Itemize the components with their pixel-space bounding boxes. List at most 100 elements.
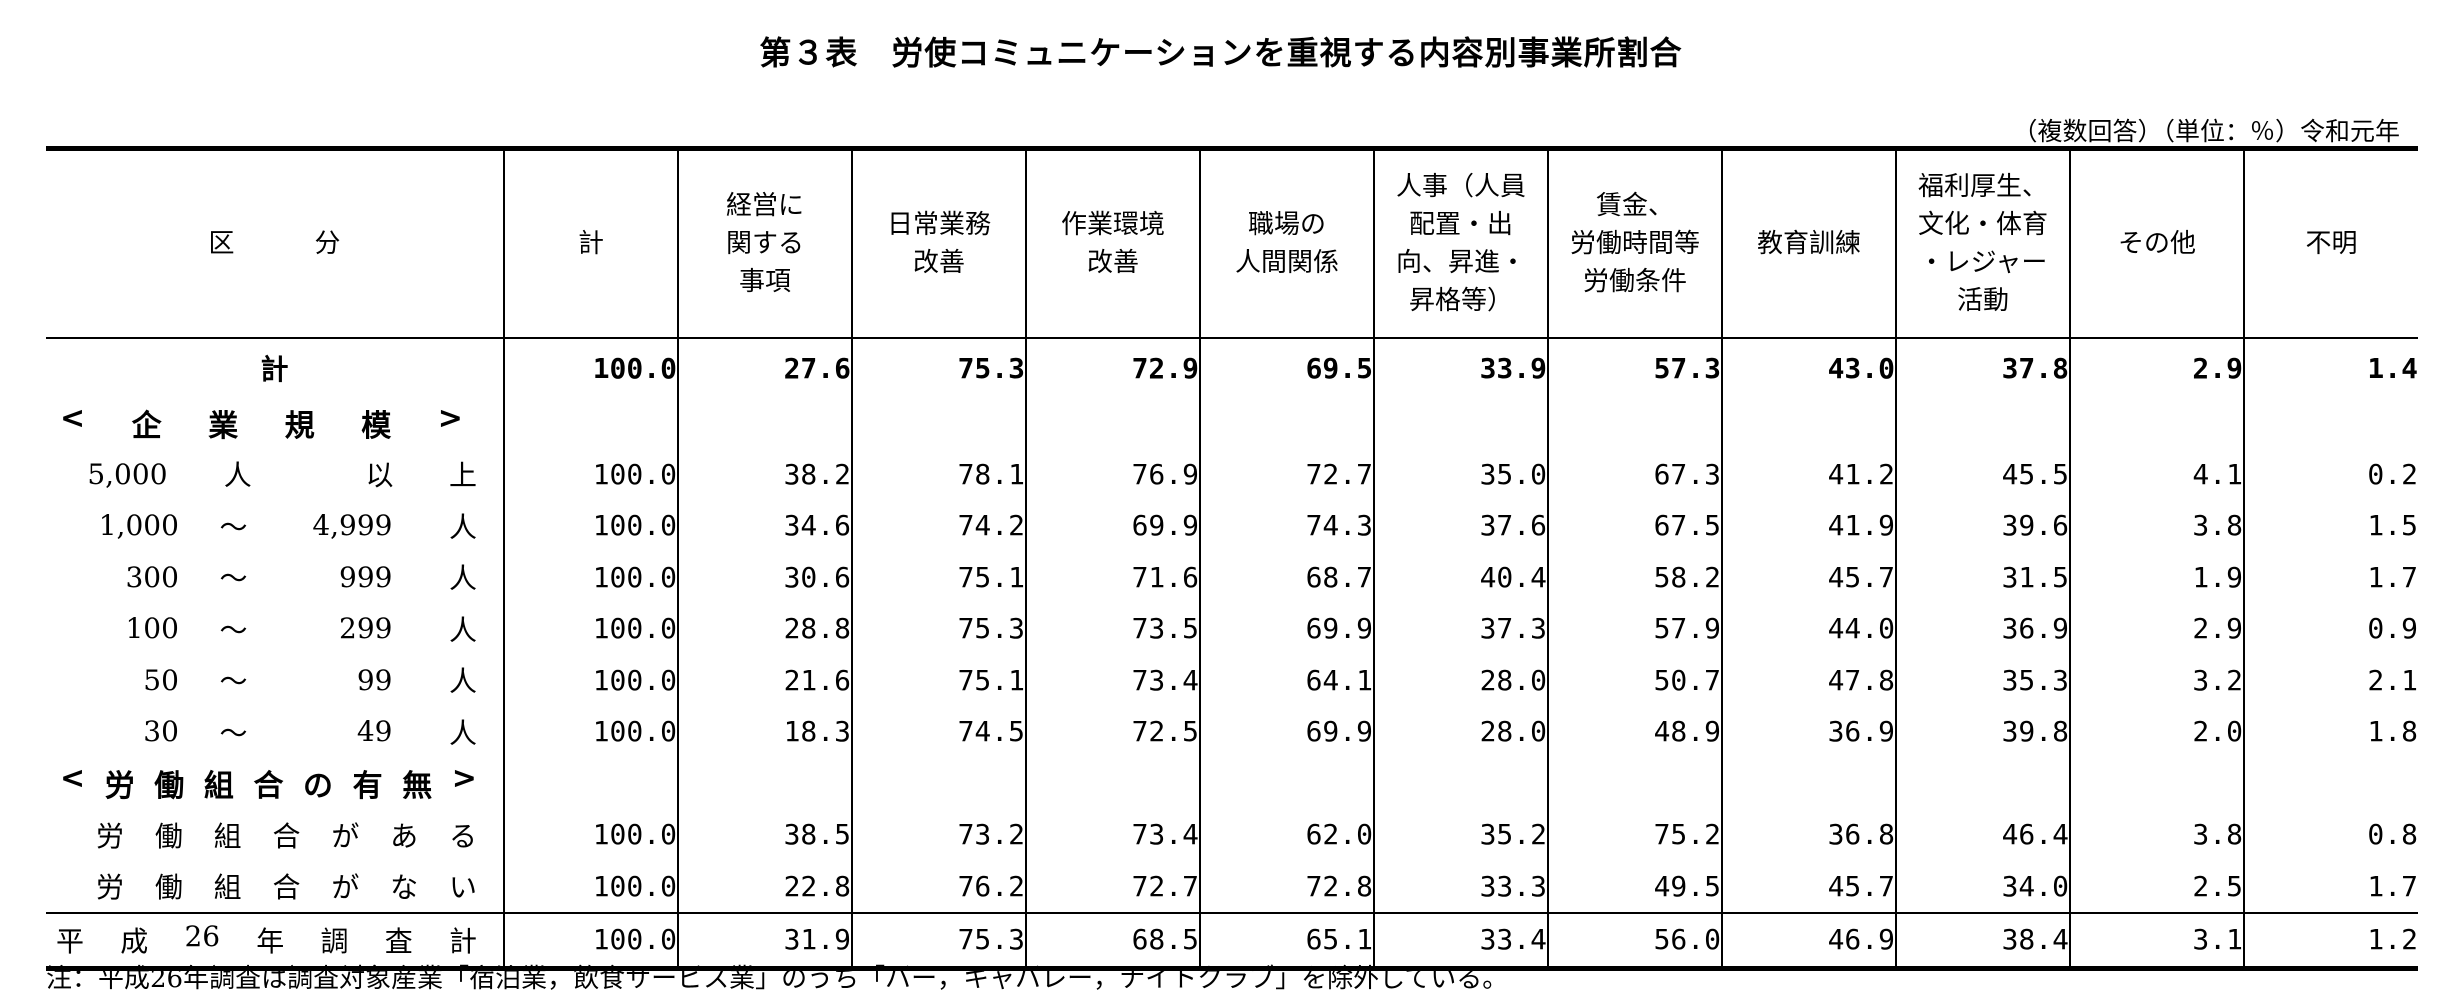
label-text: 働	[154, 819, 183, 853]
table-cell: 75.3	[851, 603, 1026, 655]
table-cell: 27.6	[677, 338, 852, 397]
table-cell: 0.9	[2243, 603, 2418, 655]
row-label-union-no: 労働組合がない	[46, 861, 504, 914]
table-cell: 46.4	[1895, 809, 2070, 861]
header-col-management: 経営に 関する 事項	[677, 148, 852, 339]
section-row-company-size: < 企 業 規 模 >	[46, 397, 2418, 449]
label-text: 有	[352, 769, 383, 805]
header-col-total: 計	[503, 148, 678, 339]
header-col-other: その他	[2069, 148, 2244, 339]
table-cell: 75.1	[851, 551, 1026, 603]
label-text: 組	[213, 819, 242, 853]
label-text: 50	[143, 663, 179, 697]
label-text: 26	[184, 919, 221, 953]
table-cell: 45.7	[1721, 860, 1896, 913]
table-cell: 1.7	[2243, 551, 2418, 603]
label-text: 30	[143, 715, 179, 749]
label-text: 経営に	[725, 191, 804, 221]
header-col-wages: 賃金、 労働時間等 労働条件	[1547, 148, 1722, 339]
table-cell: 100.0	[503, 912, 678, 968]
table-cell: 0.2	[2243, 448, 2418, 500]
label-text: 組	[203, 769, 234, 805]
label-text: が	[331, 871, 360, 905]
label-text: 日常業務	[886, 210, 991, 240]
label-text: 99	[356, 663, 393, 697]
table-cell: 75.3	[851, 338, 1026, 397]
table-cell: 56.0	[1547, 912, 1722, 968]
label-text: 5,000	[87, 457, 168, 491]
label-text: 規	[284, 408, 315, 444]
label-text: 改善	[912, 248, 965, 278]
table-cell: 71.6	[1025, 551, 1200, 603]
table-cell: 2.9	[2069, 603, 2244, 655]
table-cell: 100.0	[503, 809, 678, 861]
table-row-size-100: 100 ～ 299 人 100.0 28.8 75.3 73.5 69.9 37.3 57.9 44…	[46, 603, 2418, 655]
table-row-total: 計 100.0 27.6 75.3 72.9 69.5 33.9 57.3 43.0 37.8 2…	[46, 338, 2418, 397]
table-cell: 1.5	[2243, 500, 2418, 552]
table-cell: 35.3	[1895, 654, 2070, 706]
table-cell: 40.4	[1373, 551, 1548, 603]
header-col-unknown: 不明	[2243, 148, 2418, 339]
label-text: 改善	[1086, 248, 1139, 278]
label-text: 賃金、	[1595, 191, 1674, 221]
header-kubun: 区分	[46, 148, 504, 339]
label-text: 模	[361, 408, 392, 444]
table-cell: 44.0	[1721, 603, 1896, 655]
table-cell: 100.0	[503, 500, 678, 552]
table-row-size-5000: 5,000 人 以 上 100.0 38.2 78.1 76.9 72.7 35.0 67.3 41…	[46, 448, 2418, 501]
label-text: 働	[154, 769, 185, 805]
table-cell: 100.0	[503, 706, 678, 758]
table-cell: 73.4	[1025, 809, 1200, 861]
table-cell: 67.3	[1547, 448, 1722, 500]
table-cell: 28.0	[1373, 706, 1548, 758]
label-text: 調	[320, 924, 349, 958]
table-cell: 75.1	[851, 654, 1026, 706]
label-text: 労働条件	[1582, 267, 1687, 297]
table-cell: 33.3	[1373, 860, 1548, 913]
label-text: 組	[213, 871, 242, 905]
table-cell: 73.2	[851, 809, 1026, 861]
table-cell: 31.5	[1895, 551, 2070, 603]
table-row-size-30: 30 ～ 49 人 100.0 18.3 74.5 72.5 69.9 28.0 48.9 36.9…	[46, 706, 2418, 758]
table-cell: 35.2	[1373, 809, 1548, 861]
table-cell: 64.1	[1199, 654, 1374, 706]
row-label-size-5000: 5,000 人 以 上	[46, 449, 504, 501]
label-text: 無	[402, 769, 433, 805]
label-text: な	[390, 871, 419, 905]
table-cell: 75.3	[851, 912, 1026, 968]
table-cell: 2.1	[2243, 654, 2418, 706]
label-text: ～	[219, 562, 248, 596]
table-cell: 3.1	[2069, 912, 2244, 968]
table-cell: 69.5	[1199, 338, 1374, 397]
table-cell: 2.9	[2069, 338, 2244, 397]
table-cell: 34.0	[1895, 860, 2070, 913]
table-cell: 68.7	[1199, 551, 1374, 603]
label-text: 合	[272, 871, 301, 905]
label-text: <	[60, 400, 86, 436]
row-label-size-300: 300 ～ 999 人	[46, 552, 504, 604]
table-cell: 1.7	[2243, 860, 2418, 913]
table-cell: 41.2	[1721, 448, 1896, 500]
table-cell: 100.0	[503, 860, 678, 913]
table-cell: 1.2	[2243, 912, 2418, 968]
table-cell: 73.4	[1025, 654, 1200, 706]
table-row-size-300: 300 ～ 999 人 100.0 30.6 75.1 71.6 68.7 40.4 58.2 45…	[46, 551, 2418, 604]
label-text: 業	[208, 408, 239, 444]
label-text: 計	[448, 924, 477, 958]
table-cell: 35.0	[1373, 448, 1548, 500]
table-cell: 100.0	[503, 338, 678, 397]
table-cell: 22.8	[677, 860, 852, 913]
table-cell: 69.9	[1199, 706, 1374, 758]
label-text: 100	[125, 612, 179, 646]
table-cell: 36.9	[1895, 603, 2070, 655]
label-text: 査	[384, 924, 413, 958]
table-cell: 45.5	[1895, 448, 2070, 500]
label-text: 人	[448, 665, 477, 699]
table-row-h26: 平 成 26 年 調 査 計 100.0 31.9 75.3 68.5 65.1 33.4 56.0 46…	[46, 912, 2418, 968]
table-cell: 28.8	[677, 603, 852, 655]
table-cell: 36.9	[1721, 706, 1896, 758]
label-text: 平	[56, 924, 85, 958]
row-label-size-1000: 1,000 ～ 4,999 人	[46, 500, 504, 552]
label-text: 関する	[725, 229, 804, 259]
